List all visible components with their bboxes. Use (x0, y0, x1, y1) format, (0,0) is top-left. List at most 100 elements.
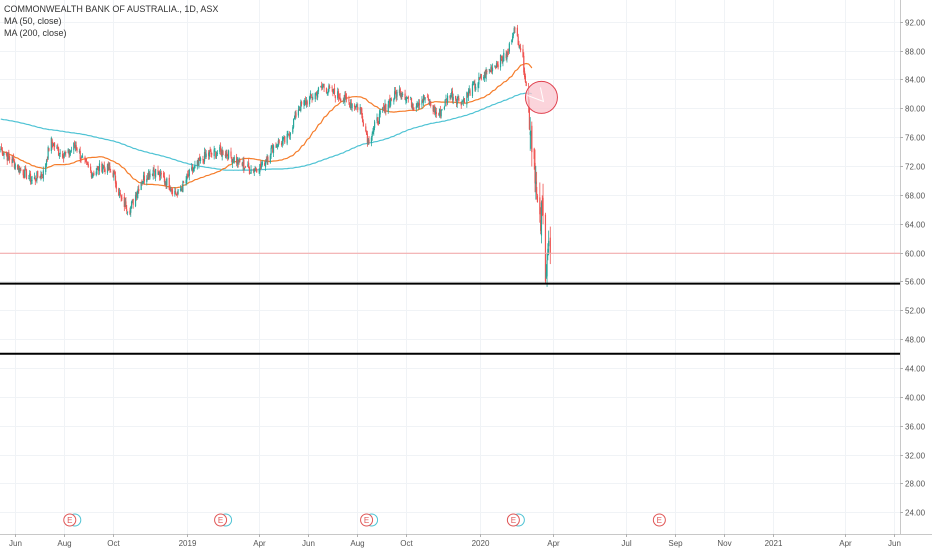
candle-body (432, 105, 434, 112)
candle-body (478, 76, 480, 85)
candle-body (502, 60, 504, 63)
candle-body (497, 64, 499, 68)
ma50-legend[interactable]: MA (50, close) (4, 16, 62, 26)
candle-body (438, 108, 441, 116)
candle-body (331, 86, 333, 88)
candle-body (446, 99, 448, 103)
candle-body (81, 155, 83, 158)
candle-body (434, 110, 437, 115)
candle-body (398, 89, 401, 94)
candle-body (393, 98, 395, 102)
candle-body (30, 180, 32, 182)
candle-body (143, 175, 145, 182)
candle-body (204, 152, 206, 156)
candle-body (109, 166, 111, 171)
candle-body (368, 139, 370, 144)
candle-body (300, 101, 302, 111)
candle-body (321, 85, 323, 88)
candle-body (343, 98, 345, 101)
candle-body (272, 145, 274, 153)
candle-body (110, 171, 112, 173)
candle-body (159, 171, 161, 178)
candle-body (42, 170, 44, 179)
earnings-label: E (67, 516, 72, 525)
candle-body (193, 166, 195, 171)
candle-body (337, 91, 340, 98)
candle-body (258, 171, 260, 173)
candle-body (264, 163, 266, 166)
candle-body (221, 149, 223, 157)
candle-body (238, 157, 240, 163)
candle-body (434, 106, 436, 114)
candle-body (480, 73, 482, 80)
candle-body (157, 169, 159, 175)
candle-body (415, 106, 417, 109)
candle-body (328, 85, 330, 92)
candle-body (511, 36, 514, 41)
candle-body (243, 160, 245, 169)
candle-body (406, 96, 408, 99)
candle-body (138, 189, 140, 192)
candle-body (175, 192, 177, 194)
candle-body (205, 153, 207, 158)
candle-body (225, 153, 227, 158)
candle-body (416, 104, 418, 107)
symbol-title[interactable]: COMMONWEALTH BANK OF AUSTRALIA., 1D, ASX (4, 4, 219, 14)
candle-body (366, 133, 368, 143)
candle-body (231, 156, 233, 163)
candle-body (253, 169, 255, 172)
candle-body (179, 189, 182, 191)
ma200-legend[interactable]: MA (200, close) (4, 28, 67, 38)
candle-body (168, 177, 170, 190)
candle-body (282, 137, 284, 142)
candle-body (102, 167, 104, 173)
candle-body (92, 174, 94, 177)
candle-body (395, 92, 397, 99)
candle-body (261, 161, 263, 166)
candle-body (64, 152, 66, 154)
candle-body (405, 98, 407, 102)
candle-body (118, 192, 121, 196)
candle-body (1, 150, 4, 155)
candle-body (418, 103, 420, 106)
candle-body (107, 163, 109, 171)
candle-body (479, 78, 481, 79)
candle-body (269, 155, 271, 163)
candle-body (9, 156, 11, 160)
candle-body (284, 136, 286, 143)
candle-body (427, 97, 429, 101)
candle-body (35, 179, 37, 182)
earnings-label: E (657, 516, 662, 525)
candle-body (382, 108, 384, 110)
candle-body (506, 52, 508, 60)
candle-body (460, 101, 462, 106)
candle-body (371, 133, 373, 137)
candle-body (523, 71, 526, 78)
candle-body (264, 161, 267, 168)
candle-body (488, 69, 490, 71)
candle-body (17, 165, 20, 171)
candle-body (101, 163, 103, 172)
candle-body (495, 63, 498, 68)
candle-body (540, 202, 543, 236)
candle-body (50, 137, 52, 151)
candle-body (413, 107, 415, 109)
candle-body (440, 109, 442, 117)
x-tick-label: Aug (57, 539, 71, 548)
ma200-line (0, 92, 532, 171)
candle-body (356, 105, 358, 107)
candle-body (183, 182, 185, 184)
candle-body (311, 97, 313, 99)
candle-body (292, 118, 295, 128)
candle-body (355, 105, 357, 108)
candle-body (37, 170, 39, 178)
candle-body (137, 188, 139, 194)
candle-body (372, 130, 374, 134)
candle-body (125, 201, 127, 210)
candle-body (148, 173, 150, 178)
candle-body (177, 189, 179, 195)
earnings-label: E (218, 516, 223, 525)
candle-body (171, 189, 173, 191)
